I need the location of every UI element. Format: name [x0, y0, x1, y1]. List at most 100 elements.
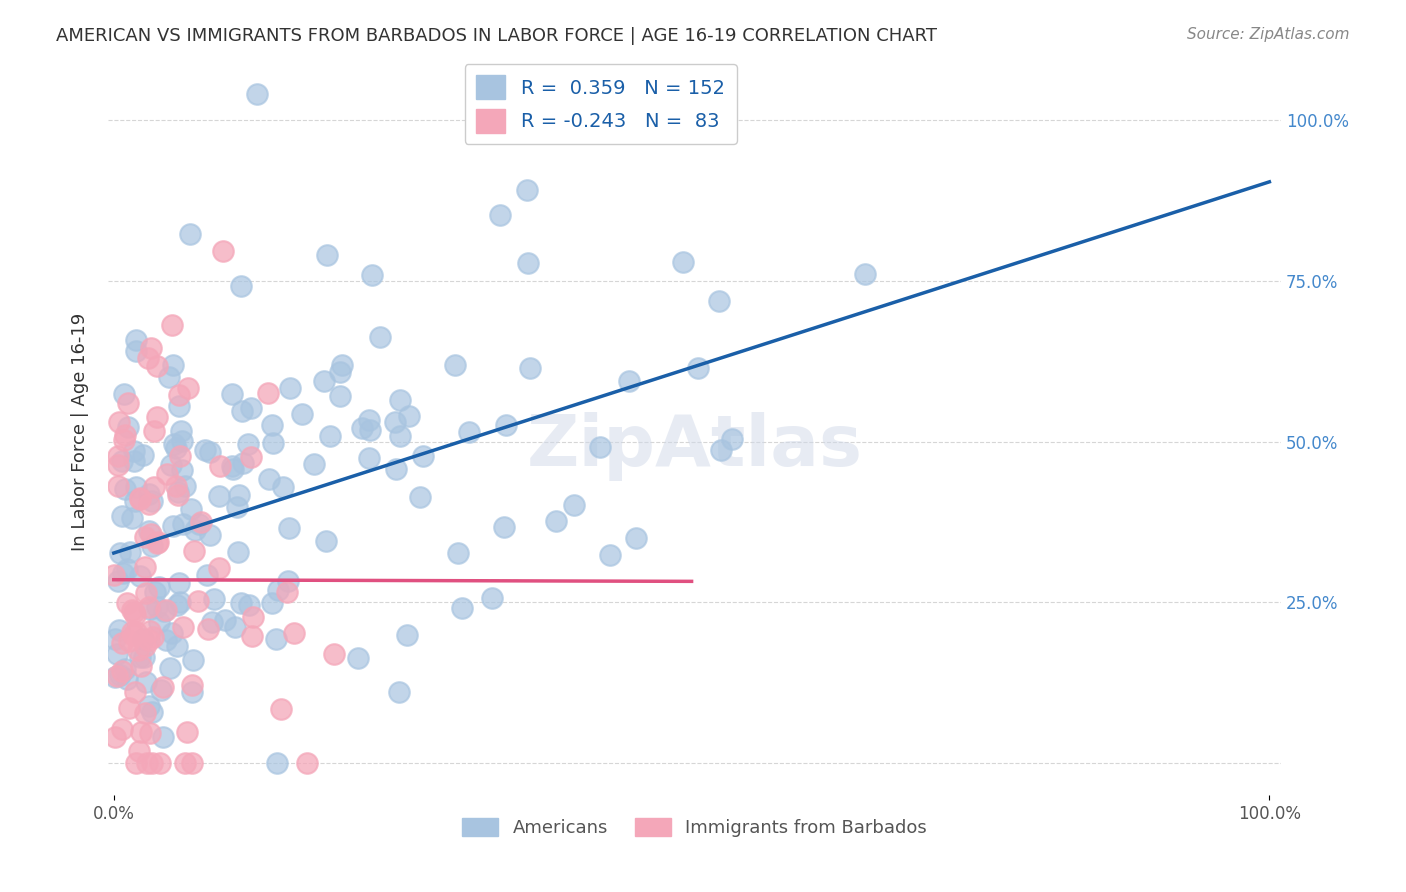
Point: [163, 437, 186, 451]
Point: [121, 511, 143, 525]
Point: [127, 642, 149, 657]
Point: [132, 632, 155, 646]
Point: [115, 672, 138, 686]
Point: [276, 584, 298, 599]
Point: [359, 423, 381, 437]
Point: [519, 361, 541, 376]
Point: [174, 478, 197, 492]
Point: [323, 648, 346, 662]
Point: [111, 454, 134, 468]
Point: [128, 569, 150, 583]
Point: [271, 480, 294, 494]
Point: [200, 445, 222, 459]
Point: [118, 701, 141, 715]
Point: [174, 756, 197, 771]
Point: [138, 487, 160, 501]
Point: [107, 479, 129, 493]
Point: [181, 653, 204, 667]
Point: [172, 619, 194, 633]
Point: [114, 661, 136, 675]
Point: [330, 358, 353, 372]
Point: [176, 725, 198, 739]
Point: [183, 543, 205, 558]
Point: [156, 467, 179, 481]
Point: [408, 490, 430, 504]
Point: [125, 479, 148, 493]
Point: [110, 546, 132, 560]
Point: [388, 392, 411, 407]
Point: [361, 268, 384, 283]
Point: [122, 628, 145, 642]
Point: [180, 502, 202, 516]
Point: [103, 567, 125, 582]
Point: [260, 596, 283, 610]
Point: [516, 183, 538, 197]
Point: [107, 458, 129, 472]
Point: [226, 500, 249, 514]
Point: [167, 485, 190, 500]
Point: [172, 516, 194, 531]
Point: [709, 293, 731, 308]
Point: [157, 369, 180, 384]
Point: [125, 334, 148, 348]
Point: [136, 756, 159, 771]
Point: [138, 699, 160, 714]
Point: [181, 756, 204, 771]
Point: [104, 632, 127, 647]
Point: [129, 491, 152, 505]
Y-axis label: In Labor Force | Age 16-19: In Labor Force | Age 16-19: [72, 313, 89, 551]
Point: [134, 706, 156, 721]
Point: [139, 726, 162, 740]
Point: [143, 584, 166, 599]
Point: [155, 603, 177, 617]
Point: [278, 521, 301, 535]
Point: [148, 535, 170, 549]
Point: [165, 441, 187, 455]
Point: [108, 415, 131, 429]
Point: [359, 412, 381, 426]
Point: [229, 596, 252, 610]
Point: [124, 493, 146, 508]
Point: [152, 680, 174, 694]
Point: [686, 361, 709, 376]
Point: [231, 404, 253, 418]
Point: [166, 488, 188, 502]
Point: [134, 639, 156, 653]
Point: [270, 702, 292, 716]
Point: [153, 604, 176, 618]
Point: [145, 359, 167, 373]
Point: [139, 341, 162, 355]
Point: [166, 598, 188, 612]
Point: [329, 365, 352, 379]
Point: [589, 441, 612, 455]
Point: [444, 358, 467, 372]
Point: [187, 594, 209, 608]
Point: [721, 432, 744, 446]
Point: [107, 449, 129, 463]
Point: [245, 87, 267, 102]
Point: [384, 416, 406, 430]
Point: [194, 442, 217, 457]
Point: [145, 410, 167, 425]
Point: [228, 488, 250, 502]
Point: [117, 419, 139, 434]
Point: [125, 344, 148, 359]
Point: [166, 640, 188, 654]
Point: [200, 528, 222, 542]
Point: [122, 454, 145, 468]
Point: [124, 685, 146, 699]
Point: [138, 632, 160, 647]
Point: [141, 527, 163, 541]
Point: [152, 730, 174, 744]
Point: [224, 620, 246, 634]
Point: [208, 561, 231, 575]
Point: [370, 330, 392, 344]
Point: [132, 448, 155, 462]
Legend: Americans, Immigrants from Barbados: Americans, Immigrants from Barbados: [454, 811, 935, 845]
Point: [180, 678, 202, 692]
Point: [112, 434, 135, 448]
Point: [257, 385, 280, 400]
Point: [134, 649, 156, 664]
Point: [155, 632, 177, 647]
Point: [142, 424, 165, 438]
